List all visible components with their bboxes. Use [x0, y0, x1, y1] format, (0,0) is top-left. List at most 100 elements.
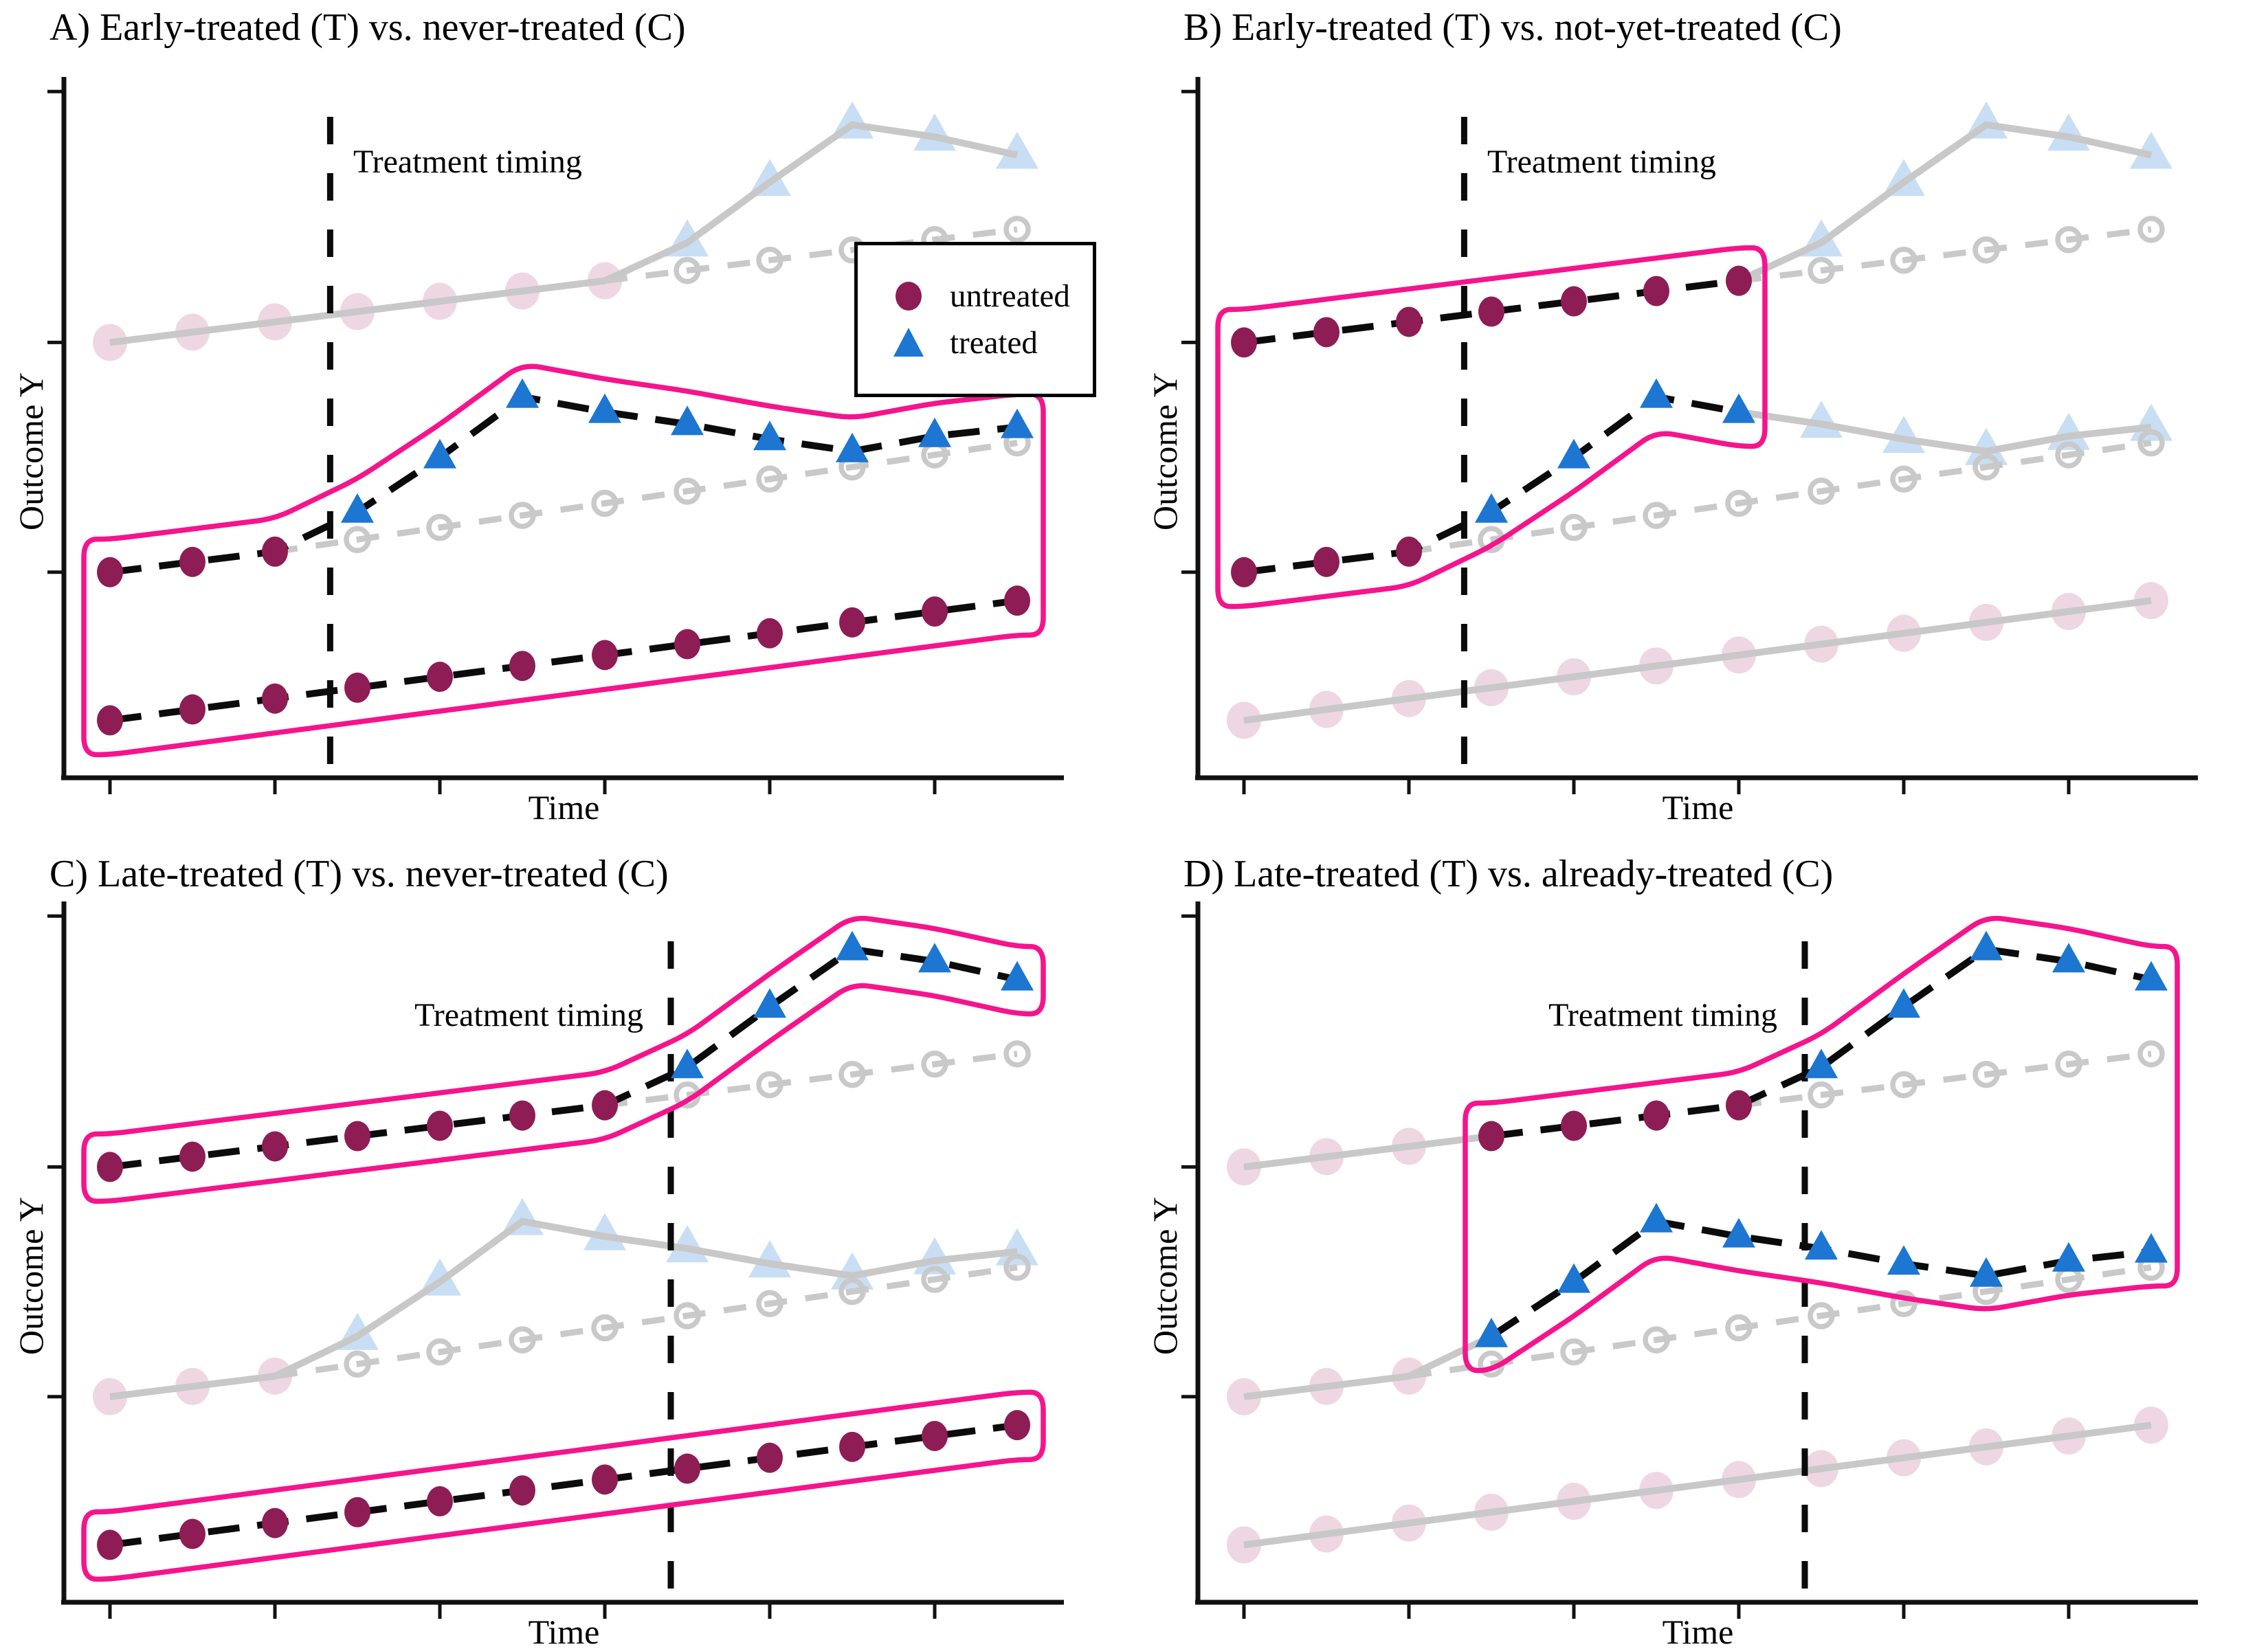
late-treated-point	[1643, 276, 1669, 306]
early-treated-point	[2052, 1242, 2085, 1272]
panel-a-plot	[47, 77, 1064, 794]
late-treated-point	[1726, 1090, 1752, 1121]
late-treated counterfactual-line	[604, 226, 1018, 284]
early-treated-faded-point	[93, 1378, 127, 1415]
early-treated counterfactual-point	[1972, 453, 2000, 481]
comparison-highlight-outline	[81, 915, 1046, 1204]
panel-d: D) Late-treated (T) vs. already-treated …	[1134, 824, 2268, 1649]
late-treated-point	[1231, 327, 1257, 358]
early-treated counterfactual-line	[274, 1264, 1018, 1380]
late-treated counterfactual-point	[921, 1051, 948, 1078]
early-treated counterfactual-point	[1643, 502, 1670, 529]
never-treated-point	[509, 1475, 535, 1506]
panel-b-y-axis-label: Outcome Y	[1146, 372, 1184, 530]
legend: untreated treated	[854, 242, 1096, 397]
late-treated-point	[1396, 306, 1422, 337]
early-treated-point	[1475, 1317, 1508, 1347]
early-treated-point	[423, 438, 456, 469]
early-treated-point	[1640, 1202, 1673, 1233]
early-treated counterfactual-point	[1643, 1326, 1670, 1354]
early-treated-point	[1722, 393, 1755, 423]
never-treated-faded-line	[1243, 1422, 2152, 1549]
early-treated counterfactual-point	[838, 1277, 866, 1305]
early-treated-point	[1001, 408, 1034, 438]
late-treated-faded-line	[109, 121, 1019, 346]
early-treated-point	[179, 546, 205, 577]
comparison-highlight-outline	[1215, 245, 1768, 609]
late-treated-point	[1561, 286, 1587, 317]
late-treated counterfactual-point	[1003, 1040, 1031, 1068]
never-treated-point	[674, 629, 700, 660]
late-treated counterfactual-point	[674, 256, 701, 284]
late-treated counterfactual-line	[604, 1051, 1018, 1109]
early-treated counterfactual-point	[1808, 478, 1835, 505]
late-treated-faded-point	[93, 324, 127, 361]
early-treated-faded-line	[1738, 408, 2152, 455]
panel-a: A) Early-treated (T) vs. never-treated (…	[0, 0, 1134, 827]
late-treated counterfactual-point	[838, 1061, 866, 1088]
late-treated counterfactual-point	[756, 246, 783, 274]
panel-d-plot	[1181, 901, 2198, 1619]
early-treated counterfactual-line	[1408, 1264, 2152, 1380]
late-treated-point	[1001, 961, 1034, 991]
late-treated-point	[2135, 961, 2168, 991]
late-treated-point	[1643, 1100, 1669, 1131]
legend-item-treated: treated	[892, 326, 1093, 359]
comparison-highlight-outline	[81, 1389, 1046, 1582]
early-treated counterfactual-point	[1560, 513, 1588, 541]
late-treated counterfactual-point	[2055, 1051, 2082, 1078]
early-treated counterfactual-point	[1003, 1253, 1031, 1281]
late-treated counterfactual-point	[1808, 1081, 1835, 1109]
never-treated-point	[592, 640, 618, 671]
early-treated-point	[1805, 1230, 1838, 1260]
early-treated-faded-point	[996, 1228, 1038, 1266]
comparison-highlight-outline	[1463, 915, 2180, 1373]
early-treated counterfactual-point	[1890, 1290, 1917, 1318]
early-treated-point	[1313, 546, 1339, 577]
never-treated-point	[427, 662, 453, 693]
early-treated counterfactual-line	[274, 440, 1018, 555]
panel-d-treatment-timing-label: Treatment timing	[1548, 997, 1777, 1033]
late-treated-point	[918, 943, 951, 973]
never-treated-line	[109, 1422, 1018, 1549]
early-treated-point	[97, 557, 123, 587]
panel-b-x-axis-label: Time	[1662, 788, 1734, 827]
never-treated-point	[757, 1442, 783, 1473]
never-treated-point	[509, 651, 535, 682]
late-treated counterfactual-point	[1972, 1061, 2000, 1088]
early-treated-faded-point	[831, 1252, 874, 1290]
early-treated counterfactual-point	[921, 1266, 948, 1293]
early-treated-faded-line	[1243, 1333, 1493, 1400]
early-treated-point	[1887, 1245, 1920, 1275]
panel-a-y-axis-label: Outcome Y	[12, 372, 50, 530]
never-treated-point	[179, 1518, 205, 1549]
legend-label-treated: treated	[950, 324, 1038, 361]
panel-b-treatment-timing-label: Treatment timing	[1487, 144, 1716, 180]
legend-item-untreated: untreated	[892, 280, 1093, 313]
panel-b-title: B) Early-treated (T) vs. not-yet-treated…	[1183, 6, 1842, 49]
early-treated counterfactual-point	[344, 1350, 371, 1378]
early-treated-point	[753, 420, 786, 451]
early-treated counterfactual-point	[2055, 441, 2082, 469]
late-treated-point	[344, 1121, 370, 1152]
panel-c-x-axis-label: Time	[528, 1613, 600, 1649]
late-treated-point	[1726, 265, 1752, 296]
late-treated counterfactual-point	[2055, 226, 2082, 254]
never-treated-point	[262, 683, 288, 714]
early-treated-point	[1640, 378, 1673, 408]
never-treated-point	[97, 1529, 123, 1560]
late-treated-faded-point	[996, 131, 1038, 169]
late-treated-line	[109, 945, 1019, 1171]
late-treated-point	[1478, 1121, 1504, 1152]
never-treated-point	[97, 705, 123, 736]
early-treated counterfactual-point	[756, 1290, 783, 1318]
late-treated counterfactual-line	[1738, 226, 2152, 284]
never-treated-faded-point	[2134, 1406, 2168, 1444]
late-treated-point	[592, 1090, 618, 1121]
late-treated-point	[1313, 317, 1339, 348]
never-treated-point	[344, 672, 370, 703]
late-treated-faded-line	[1243, 1132, 1492, 1171]
early-treated-point	[1722, 1218, 1755, 1248]
late-treated counterfactual-point	[2137, 1040, 2165, 1068]
